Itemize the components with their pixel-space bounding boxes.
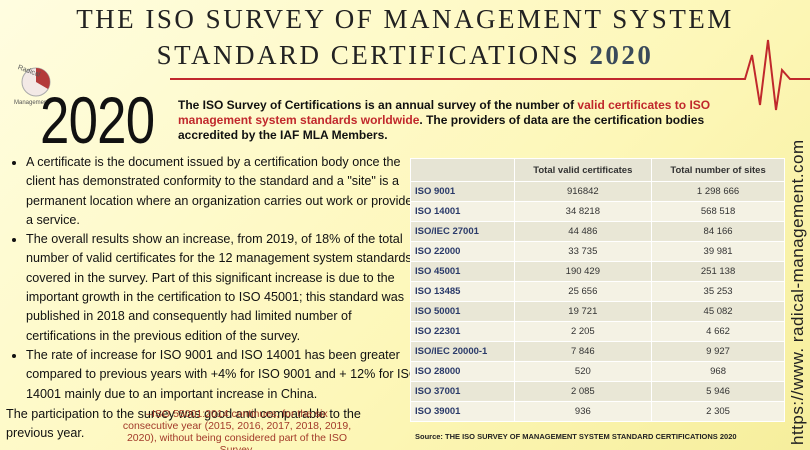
bullet: The overall results show an increase, fr… <box>26 230 424 346</box>
source: Source: THE ISO SURVEY OF MANAGEMENT SYS… <box>415 432 737 441</box>
table-cell: ISO 9001 <box>410 181 515 202</box>
table-cell: 19 721 <box>513 301 653 322</box>
table-cell: 936 <box>513 401 653 422</box>
closing-text: The participation to the survey was good… <box>6 407 361 440</box>
table-cell: 251 138 <box>651 261 785 282</box>
bullet: A certificate is the document issued by … <box>26 153 424 230</box>
table-cell: ISO 37001 <box>410 381 515 402</box>
table-row: ISO 45001 190 429 251 138 <box>410 261 785 282</box>
table-cell: ISO 22301 <box>410 321 515 342</box>
table-cell: ISO 50001 <box>410 301 515 322</box>
logo-text: Management <box>14 100 49 106</box>
table-row: ISO 39001 936 2 305 <box>410 401 785 422</box>
intro-text: The ISO Survey of Certifications is an a… <box>178 98 578 112</box>
intro-highlight: valid certificates to ISO management sys… <box>178 98 711 127</box>
table-row: ISO 22301 2 205 4 662 <box>410 321 785 342</box>
table-cell: 7 846 <box>513 341 653 362</box>
table-cell: ISO 14001 <box>410 201 515 222</box>
table-cell: 4 662 <box>651 321 785 342</box>
table-row: ISO 13485 25 656 35 253 <box>410 281 785 302</box>
header-cell: Total number of sites <box>651 158 785 182</box>
title-text: STANDARD CERTIFICATIONS <box>156 40 581 70</box>
title: STANDARD CERTIFICATIONS 2020 <box>0 40 810 71</box>
table-row: ISO 14001 34 8218 568 518 <box>410 201 785 222</box>
table-cell: 520 <box>513 361 653 382</box>
header-cell: Total valid certificates <box>513 158 653 182</box>
table-cell: ISO 39001 <box>410 401 515 422</box>
big-year: 2020 <box>40 83 155 157</box>
header-cell <box>410 158 515 182</box>
bullet: The rate of increase for ISO 9001 and IS… <box>26 346 424 404</box>
table-cell: 84 166 <box>651 221 785 242</box>
table-cell: 916842 <box>513 181 653 202</box>
table-cell: ISO 22000 <box>410 241 515 262</box>
table-row: ISO 9001 916842 1 298 666 <box>410 181 785 202</box>
table-cell: ISO 45001 <box>410 261 515 282</box>
table-row: ISO/IEC 27001 44 486 84 166 <box>410 221 785 242</box>
table-cell: 34 8218 <box>513 201 653 222</box>
table-cell: 190 429 <box>513 261 653 282</box>
table-cell: 39 981 <box>651 241 785 262</box>
logo: Radical Management <box>14 64 51 106</box>
table-cell: ISO 13485 <box>410 281 515 302</box>
table-cell: 2 305 <box>651 401 785 422</box>
table-cell: 25 656 <box>513 281 653 302</box>
table-row: ISO 28000 520 968 <box>410 361 785 382</box>
note: –ISO 55001:2014 continues, for the six c… <box>122 408 352 450</box>
table-cell: 1 298 666 <box>651 181 785 202</box>
title-year: 2020 <box>589 40 654 70</box>
intro: The ISO Survey of Certifications is an a… <box>178 98 763 143</box>
table-cell: 35 253 <box>651 281 785 302</box>
intro-text: . The providers of data are the certific… <box>178 113 705 142</box>
table-cell: ISO/IEC 20000-1 <box>410 341 515 362</box>
table-cell: 2 085 <box>513 381 653 402</box>
table-cell: 5 946 <box>651 381 785 402</box>
table-cell: 968 <box>651 361 785 382</box>
table-cell: 33 735 <box>513 241 653 262</box>
table-cell: ISO/IEC 27001 <box>410 221 515 242</box>
table-row: ISO 37001 2 085 5 946 <box>410 381 785 402</box>
table-row: ISO 50001 19 721 45 082 <box>410 301 785 322</box>
title: THE ISO SURVEY OF MANAGEMENT SYSTEM <box>76 4 734 34</box>
table-row: ISO/IEC 20000-1 7 846 9 927 <box>410 341 785 362</box>
table-row: ISO 22000 33 735 39 981 <box>410 241 785 262</box>
table-cell: 9 927 <box>651 341 785 362</box>
bullet-list: A certificate is the document issued by … <box>6 153 424 404</box>
heartbeat <box>735 39 810 111</box>
table-cell: 568 518 <box>651 201 785 222</box>
website: https://www. radical-management.com <box>788 139 807 445</box>
table: Total valid certificates Total number of … <box>410 158 785 422</box>
table-cell: 45 082 <box>651 301 785 322</box>
table-cell: 2 205 <box>513 321 653 342</box>
table-cell: 44 486 <box>513 221 653 242</box>
header-row: Total valid certificates Total number of … <box>410 158 785 182</box>
table-cell: ISO 28000 <box>410 361 515 382</box>
